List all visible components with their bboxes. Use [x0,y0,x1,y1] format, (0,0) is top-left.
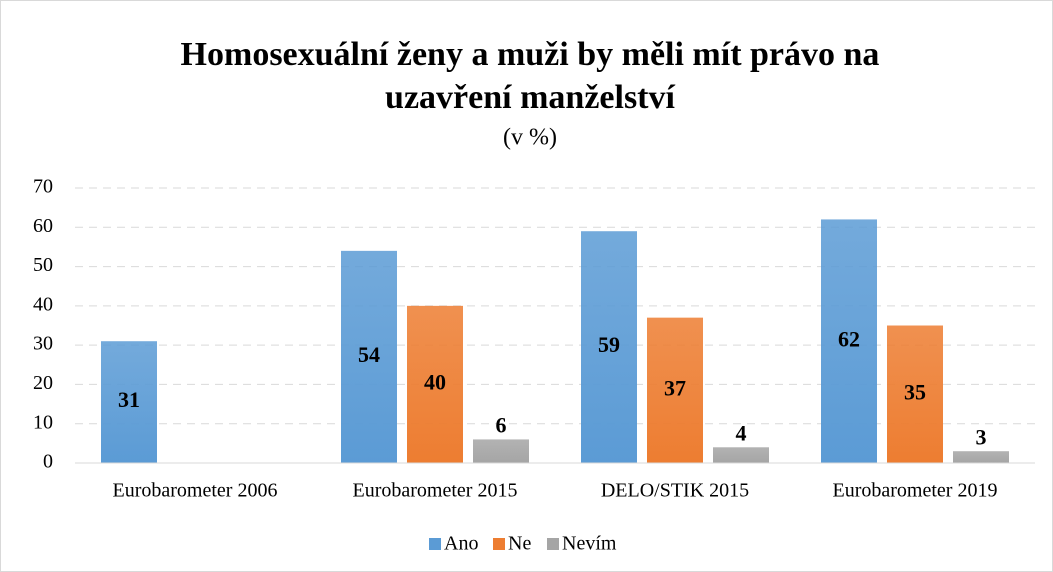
data-label: 62 [838,326,860,351]
bar [887,325,943,463]
bar [407,305,463,463]
legend-label: Ne [508,533,531,555]
y-tick-label: 30 [33,333,53,355]
data-label: 6 [496,412,507,437]
data-label: 31 [118,387,140,412]
bar [473,439,529,463]
legend-swatch [547,538,559,550]
data-label: 3 [976,424,987,449]
x-tick-label: Eurobarometer 2006 [113,480,278,502]
data-label: 37 [664,375,686,400]
data-label: 54 [358,342,380,367]
x-tick-label: Eurobarometer 2019 [833,480,998,502]
x-tick-label: Eurobarometer 2015 [353,480,518,502]
chart-title: Homosexuální ženy a muži by měli mít prá… [181,36,880,73]
y-tick-label: 40 [33,293,53,315]
y-tick-label: 0 [43,451,53,473]
chart-subtitle: (v %) [503,125,557,151]
data-label: 40 [424,369,446,394]
legend-swatch [493,538,505,550]
bar [713,447,769,463]
legend-label: Nevím [562,533,617,555]
bar [581,231,637,463]
y-tick-label: 70 [33,176,53,198]
bar [821,219,877,463]
data-label: 35 [904,379,926,404]
y-tick-label: 10 [33,411,53,433]
legend-label: Ano [444,533,478,555]
y-tick-label: 20 [33,372,53,394]
bar [647,317,703,463]
data-label: 4 [736,420,747,445]
bar [101,341,157,463]
data-label: 59 [598,332,620,357]
legend-swatch [429,538,441,550]
y-tick-label: 50 [33,254,53,276]
bar [341,250,397,463]
chart-title: uzavření manželství [385,79,675,116]
x-tick-label: DELO/STIK 2015 [601,480,749,502]
y-tick-label: 60 [33,215,53,237]
bar [953,451,1009,463]
